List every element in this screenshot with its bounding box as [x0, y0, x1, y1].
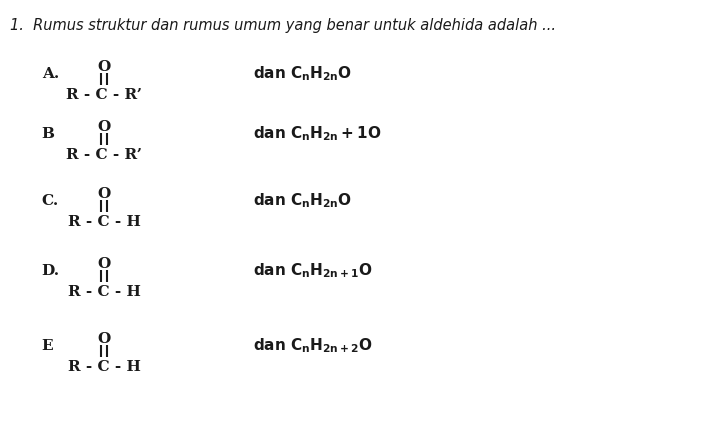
Text: C.: C. — [42, 194, 59, 208]
Text: R - C - R’: R - C - R’ — [67, 88, 143, 102]
Text: 1.  Rumus struktur dan rumus umum yang benar untuk aldehida adalah ...: 1. Rumus struktur dan rumus umum yang be… — [10, 18, 556, 33]
Text: R - C - R’: R - C - R’ — [67, 148, 143, 162]
Text: B: B — [42, 127, 55, 141]
Text: O: O — [98, 120, 111, 134]
Text: $\mathbf{dan\ C_nH_{2n}O}$: $\mathbf{dan\ C_nH_{2n}O}$ — [253, 192, 352, 210]
Text: E: E — [42, 339, 53, 353]
Text: A.: A. — [42, 67, 59, 81]
Text: O: O — [98, 60, 111, 74]
Text: $\mathbf{dan\ C_nH_{2n+2}O}$: $\mathbf{dan\ C_nH_{2n+2}O}$ — [253, 337, 373, 356]
Text: O: O — [98, 257, 111, 271]
Text: $\mathbf{dan\ C_nH_{2n+1}O}$: $\mathbf{dan\ C_nH_{2n+1}O}$ — [253, 262, 373, 280]
Text: R - C - H: R - C - H — [68, 285, 141, 299]
Text: O: O — [98, 332, 111, 346]
Text: $\mathbf{dan\ C_nH_{2n}O}$: $\mathbf{dan\ C_nH_{2n}O}$ — [253, 65, 352, 83]
Text: R - C - H: R - C - H — [68, 360, 141, 374]
Text: R - C - H: R - C - H — [68, 215, 141, 229]
Text: O: O — [98, 187, 111, 201]
Text: D.: D. — [42, 264, 60, 278]
Text: $\mathbf{dan\ C_nH_{2n}+1O}$: $\mathbf{dan\ C_nH_{2n}+1O}$ — [253, 125, 382, 143]
